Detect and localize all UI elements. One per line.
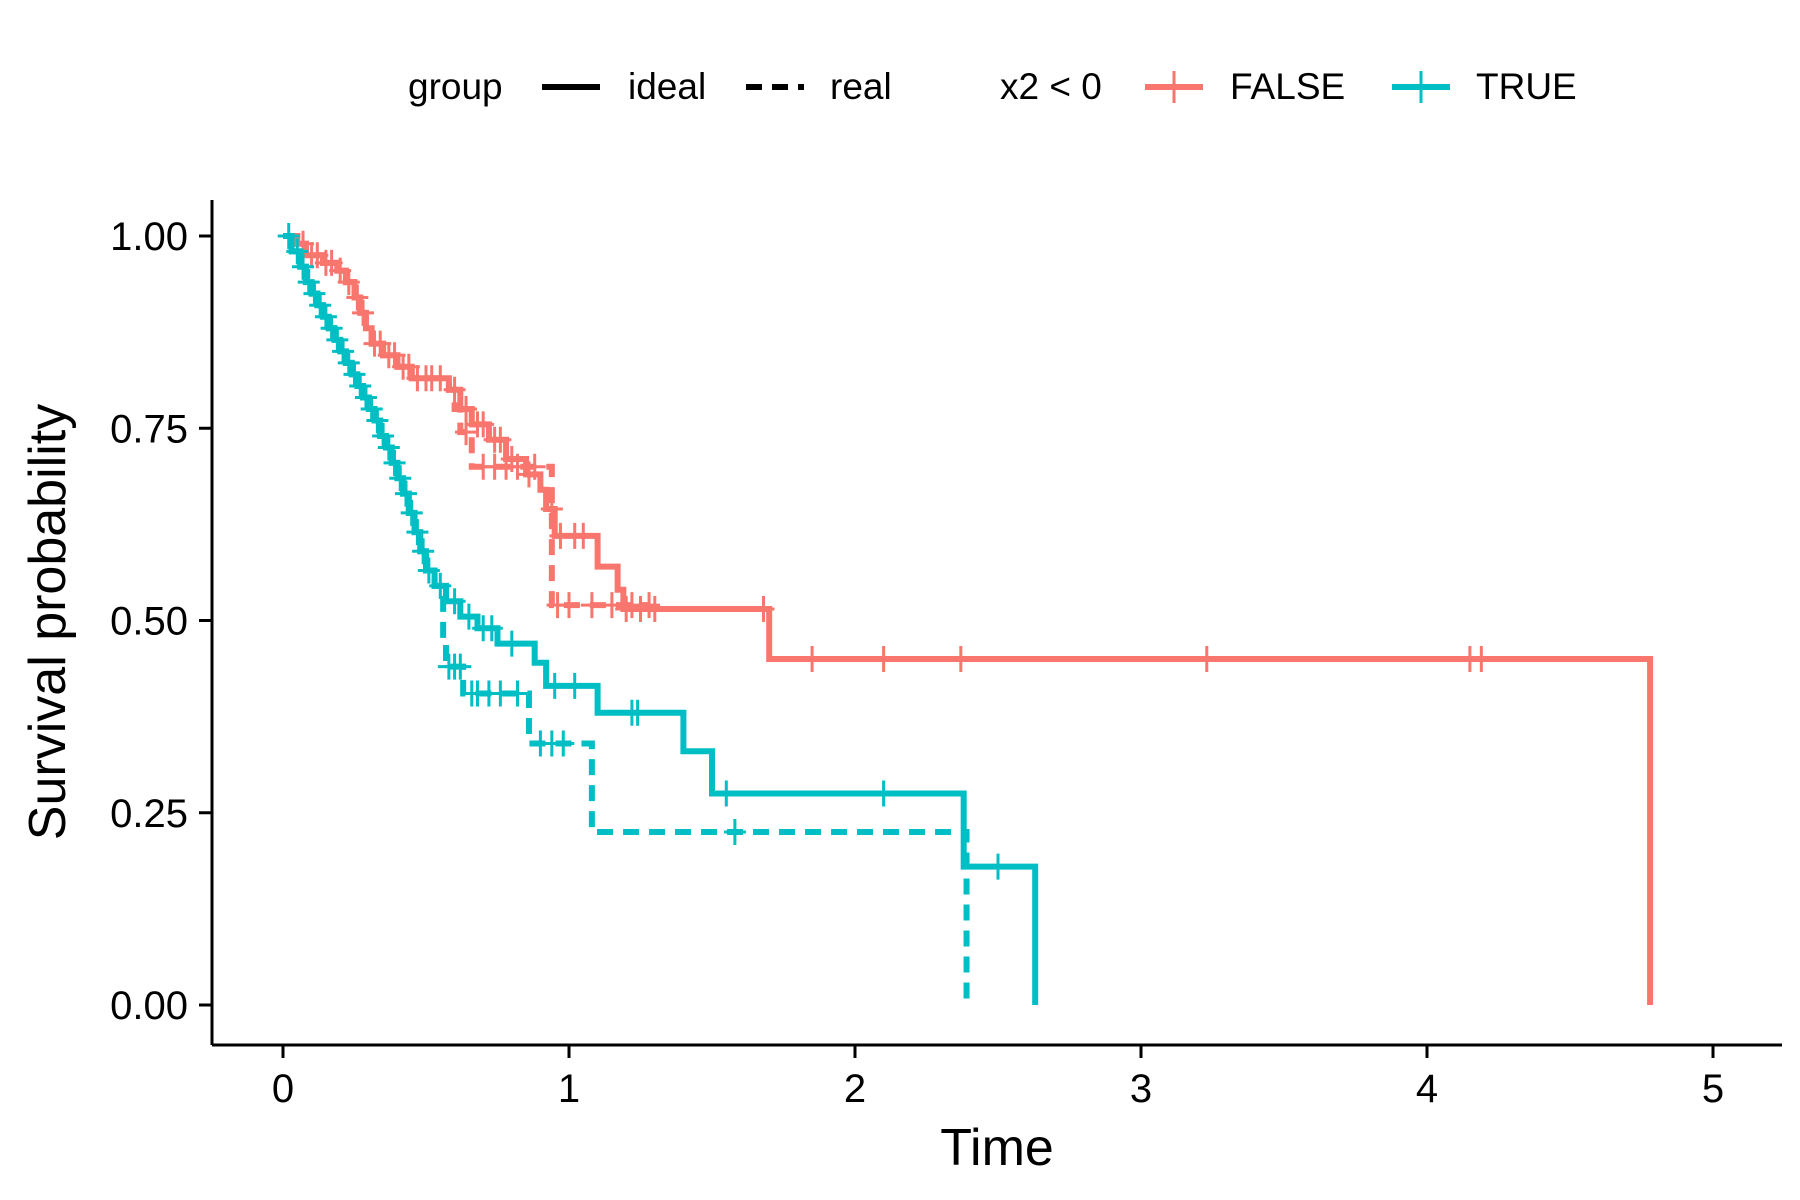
censor-mark: [558, 592, 580, 619]
censor-mark: [292, 253, 315, 280]
y-tick-label: 0.25: [110, 792, 188, 836]
censor-mark: [303, 280, 326, 307]
y-tick-label: 0.00: [110, 984, 188, 1028]
censor-mark: [354, 384, 377, 411]
y-tick-label: 1.00: [110, 215, 188, 259]
legend-key-false: [1145, 71, 1203, 103]
censor-mark: [626, 699, 649, 726]
legend: group ideal real x2 < 0 FALSE TRUE: [408, 66, 1577, 107]
x-ticks: 0 1 2 3 4 5: [272, 1045, 1724, 1111]
legend-label-real: real: [830, 66, 892, 107]
censor-mark: [472, 411, 495, 438]
censor-mark: [346, 284, 369, 311]
censor-mark: [489, 426, 512, 453]
censor-mark: [389, 465, 412, 492]
censor-mark: [500, 630, 523, 657]
x-tick-label: 5: [1702, 1067, 1724, 1111]
censor-mark: [352, 299, 375, 326]
legend-key-true: [1392, 71, 1450, 103]
censor-mark: [377, 434, 400, 461]
censor-mark: [1195, 645, 1218, 672]
series-layer: [277, 223, 1654, 1005]
censor-mark: [360, 396, 383, 423]
legend-linetype-title: group: [408, 66, 503, 107]
censor-mark: [643, 595, 666, 622]
censor-mark: [297, 269, 320, 296]
censor-mark: [443, 376, 466, 403]
censor-mark: [429, 365, 452, 392]
censor-mark: [443, 588, 466, 615]
censor-mark: [572, 522, 595, 549]
censor-mark: [580, 592, 603, 619]
censor-mark: [383, 449, 406, 476]
censor-mark: [872, 780, 895, 807]
censor-mark: [455, 419, 478, 446]
censor-mark: [949, 645, 972, 672]
censor-mark: [337, 349, 360, 376]
x-tick-label: 4: [1416, 1067, 1438, 1111]
legend-label-ideal: ideal: [628, 66, 706, 107]
x-axis-title: Time: [940, 1119, 1054, 1177]
censor-mark: [406, 519, 429, 546]
series-true-ideal: [277, 223, 1039, 1005]
censor-mark: [277, 223, 300, 249]
censor-mark: [457, 603, 480, 630]
censor-mark: [517, 461, 540, 488]
censor-mark: [506, 680, 529, 707]
censor-mark: [480, 615, 503, 642]
censor-mark: [412, 538, 435, 565]
x-tick-label: 0: [272, 1067, 294, 1111]
censor-mark: [417, 557, 440, 584]
censor-mark: [337, 269, 360, 296]
y-tick-label: 0.75: [110, 407, 188, 451]
censor-mark: [500, 446, 523, 473]
censor-mark: [801, 645, 824, 672]
legend-label-true: TRUE: [1476, 66, 1577, 107]
x-tick-label: 1: [558, 1067, 580, 1111]
censor-mark: [1470, 645, 1493, 672]
axes: 0 1 2 3 4 5 0.00 0.25 0.50 0.75 1.00: [110, 200, 1782, 1111]
censor-mark: [987, 853, 1009, 880]
censor-mark: [540, 495, 563, 522]
y-axis-title: Survival probability: [19, 404, 77, 840]
censor-mark: [372, 422, 395, 449]
censor-mark: [400, 499, 423, 526]
series-false-ideal: [283, 230, 1654, 1005]
x-tick-label: 2: [844, 1067, 866, 1111]
censor-mark: [429, 572, 452, 599]
legend-color-title: x2 < 0: [1000, 66, 1102, 107]
y-ticks: 0.00 0.25 0.50 0.75 1.00: [110, 215, 212, 1028]
censor-mark: [752, 595, 775, 622]
censor-mark: [343, 361, 366, 388]
censor-mark: [552, 730, 575, 757]
censor-mark: [326, 326, 349, 353]
censor-mark: [543, 672, 566, 699]
censor-mark: [455, 396, 478, 423]
x-tick-label: 3: [1130, 1067, 1152, 1111]
censor-mark: [349, 372, 372, 399]
censor-mark: [715, 780, 738, 807]
censor-mark: [600, 592, 623, 619]
censor-mark: [449, 653, 472, 680]
censor-mark: [286, 238, 309, 265]
legend-label-false: FALSE: [1230, 66, 1345, 107]
censor-mark: [309, 292, 332, 319]
censor-mark: [366, 407, 389, 434]
censor-mark: [394, 480, 417, 507]
censor-mark: [872, 645, 895, 672]
censor-mark: [723, 818, 746, 845]
censor-mark: [314, 303, 337, 330]
y-tick-label: 0.50: [110, 600, 188, 644]
censor-mark: [332, 338, 355, 365]
censor-mark: [563, 672, 586, 699]
censor-mark: [320, 315, 343, 342]
